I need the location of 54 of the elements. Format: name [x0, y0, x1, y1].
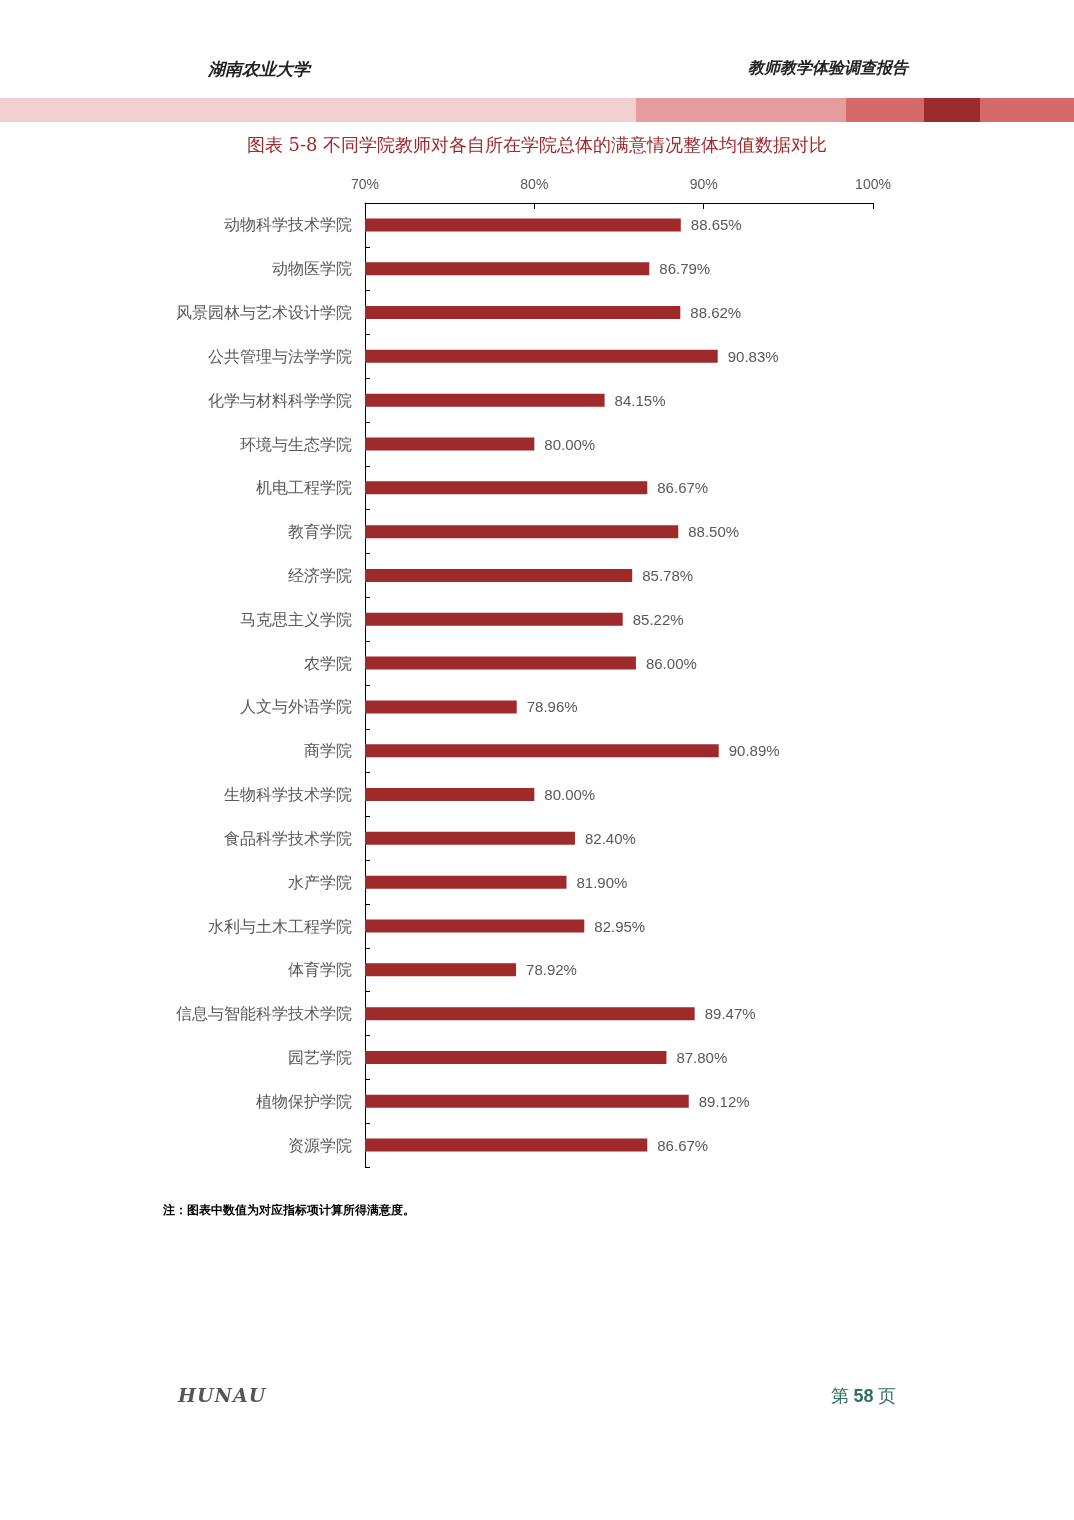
- data-label: 78.92%: [526, 961, 577, 979]
- y-tick-label: 动物科学技术学院: [224, 215, 352, 235]
- data-label: 88.65%: [690, 216, 742, 234]
- y-tick-label: 教育学院: [288, 522, 352, 542]
- data-label: 82.40%: [584, 829, 636, 847]
- data-label: 90.89%: [728, 742, 780, 760]
- y-tick-label: 食品科学技术学院: [224, 828, 352, 848]
- data-label: 80.00%: [544, 435, 596, 453]
- data-label: 86.67%: [657, 479, 709, 497]
- y-tick-label: 机电工程学院: [256, 478, 352, 498]
- y-tick-label: 人文与外语学院: [240, 697, 352, 717]
- data-label: 89.47%: [704, 1005, 756, 1023]
- y-tick-label: 资源学院: [288, 1135, 352, 1155]
- text: HUNAU: [178, 1384, 267, 1406]
- text: 注：图表中数值为对应指标项计算所得满意度。: [163, 1202, 415, 1219]
- y-tick-label: 马克思主义学院: [240, 609, 352, 629]
- y-tick-label: 水产学院: [288, 872, 352, 892]
- y-tick-label: 园艺学院: [288, 1047, 352, 1067]
- text: 第 58 页: [830, 1385, 896, 1408]
- data-label: 82.95%: [594, 917, 646, 935]
- y-tick-label: 农学院: [304, 653, 352, 673]
- data-label: 85.22%: [632, 610, 684, 628]
- x-tick-label: 80%: [520, 176, 549, 192]
- y-tick-label: 化学与材料科学学院: [208, 390, 352, 410]
- y-tick-label: 风景园林与艺术设计学院: [176, 303, 352, 323]
- x-tick-label: 100%: [855, 176, 891, 192]
- y-tick-label: 经济学院: [288, 565, 352, 585]
- y-tick-label: 信息与智能科学技术学院: [176, 1004, 352, 1024]
- text: 湖南农业大学: [208, 58, 310, 81]
- data-label: 78.96%: [526, 698, 578, 716]
- data-label: 81.90%: [576, 873, 628, 891]
- data-label: 86.67%: [657, 1136, 709, 1154]
- data-label: 80.00%: [544, 786, 596, 804]
- x-tick-label: 90%: [689, 176, 718, 192]
- data-label: 88.50%: [688, 523, 740, 541]
- y-tick-label: 体育学院: [288, 960, 352, 980]
- y-tick-label: 商学院: [304, 741, 352, 761]
- data-label: 86.79%: [659, 260, 711, 278]
- data-label: 85.78%: [642, 566, 694, 584]
- text: 教师教学体验调查报告: [748, 58, 908, 79]
- data-label: 84.15%: [614, 391, 666, 409]
- y-tick-label: 环境与生态学院: [240, 434, 352, 454]
- y-tick-label: 生物科学技术学院: [224, 785, 352, 805]
- y-tick-label: 公共管理与法学学院: [208, 346, 352, 366]
- y-tick-label: 植物保护学院: [256, 1091, 352, 1111]
- y-tick-label: 动物医学院: [272, 259, 352, 279]
- x-tick-label: 70%: [350, 176, 380, 192]
- data-label: 86.00%: [645, 654, 697, 672]
- data-label: 89.12%: [698, 1092, 750, 1110]
- chart-title: 图表 5-8 不同学院教师对各自所在学院总体的满意情况整体均值数据对比: [246, 133, 828, 155]
- data-label: 88.62%: [690, 304, 742, 322]
- data-label: 87.80%: [676, 1048, 728, 1066]
- y-tick-label: 水利与土木工程学院: [208, 916, 352, 936]
- data-label: 90.83%: [727, 347, 779, 365]
